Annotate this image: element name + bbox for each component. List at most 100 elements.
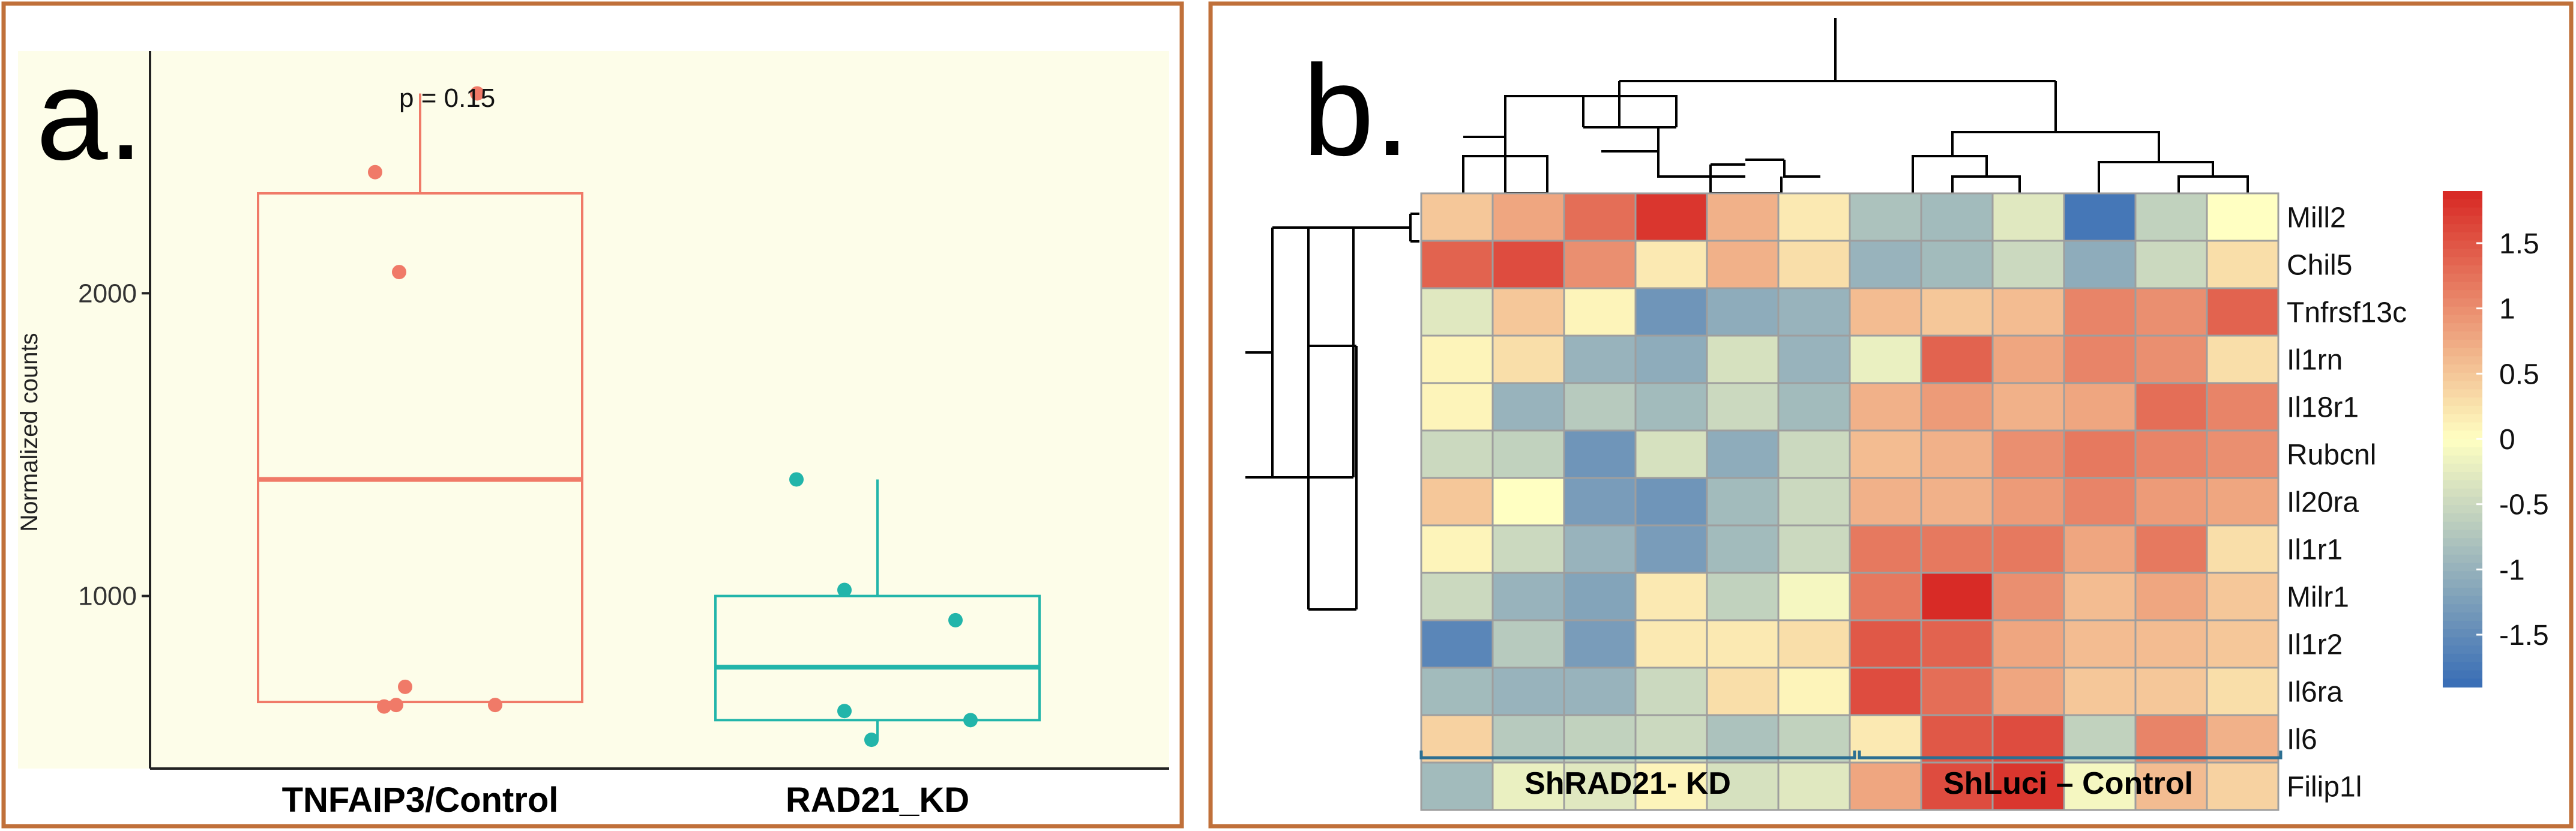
heatmap-cell — [1920, 382, 1994, 432]
heatmap-cell — [1491, 761, 1565, 811]
column-dendrogram — [1462, 18, 2249, 195]
colorbar-segment — [2443, 455, 2482, 465]
heatmap-cell — [2206, 287, 2280, 337]
colorbar-segment — [2443, 315, 2482, 324]
data-point — [470, 86, 484, 101]
colorbar-tick-label: 1.5 — [2499, 228, 2539, 260]
colorbar-segment — [2443, 653, 2482, 663]
colorbar-segment — [2443, 216, 2482, 225]
heatmap-cell — [2063, 714, 2137, 764]
colorbar-segment — [2443, 397, 2482, 406]
heatmap-cell — [2063, 287, 2137, 337]
colorbar-segment — [2443, 530, 2482, 539]
heatmap-cell — [1420, 334, 1494, 384]
heatmap-cell — [1706, 714, 1780, 764]
heatmap-cell — [1563, 287, 1637, 337]
row-label: Il6ra — [2287, 677, 2343, 709]
heatmap-cell — [2063, 666, 2137, 716]
colorbar-segment — [2443, 587, 2482, 597]
row-label: Rubcnl — [2287, 440, 2376, 471]
colorbar-segment — [2443, 240, 2482, 250]
heatmap-cell — [1991, 761, 2065, 811]
data-point — [837, 582, 852, 597]
colorbar-segment — [2443, 389, 2482, 399]
colorbar-segment — [2443, 662, 2482, 671]
x-category-label: TNFAIP3/Control — [282, 781, 559, 820]
heatmap-cell — [1920, 524, 1994, 574]
panel-a-label: a. — [36, 42, 143, 187]
data-point — [789, 472, 804, 487]
heatmap-cell — [1991, 287, 2065, 337]
heatmap-cell — [2206, 240, 2280, 289]
heatmap-cell — [1634, 240, 1708, 289]
heatmap-cell — [2206, 714, 2280, 764]
data-point — [864, 733, 879, 748]
heatmap-cell — [1920, 477, 1994, 527]
data-point — [837, 704, 852, 719]
heatmap-cell — [1777, 714, 1851, 764]
row-label: Il1r2 — [2287, 629, 2343, 661]
colorbar-segment — [2443, 306, 2482, 316]
heatmap-cell — [1920, 714, 1994, 764]
heatmap-cell — [2134, 666, 2208, 716]
heatmap-cell — [1491, 192, 1565, 242]
heatmap-cell — [1634, 524, 1708, 574]
row-label: Mill2 — [2287, 202, 2346, 234]
heatmap-cell — [1491, 429, 1565, 479]
heatmap-cell — [1777, 240, 1851, 289]
colorbar-tick-label: -0.5 — [2499, 489, 2549, 521]
heatmap-cell — [1706, 334, 1780, 384]
heatmap-cell — [2063, 619, 2137, 669]
heatmap-cell — [1991, 382, 2065, 432]
heatmap-cell — [1491, 524, 1565, 574]
heatmap-cell — [1849, 524, 1922, 574]
heatmap-cell — [2063, 192, 2137, 242]
colorbar-segment — [2443, 232, 2482, 241]
heatmap-cell — [1491, 714, 1565, 764]
heatmap-cell — [1420, 619, 1494, 669]
data-point — [377, 699, 391, 714]
box-plot-background — [18, 51, 1169, 769]
colorbar-segment — [2443, 191, 2482, 200]
colorbar-tick-label: -1 — [2499, 554, 2525, 586]
data-point — [948, 612, 963, 627]
heatmap-cell — [2206, 192, 2280, 242]
heatmap-cell — [1420, 714, 1494, 764]
heatmap-cell — [1491, 240, 1565, 289]
heatmap-cell — [2063, 429, 2137, 479]
data-point — [392, 265, 406, 280]
data-point — [398, 679, 412, 694]
heatmap-cell — [2134, 334, 2208, 384]
heatmap-cell — [2134, 240, 2208, 289]
colorbar-segment — [2443, 207, 2482, 217]
heatmap-cell — [1563, 192, 1637, 242]
heatmap-cell — [1563, 524, 1637, 574]
colorbar-segment — [2443, 670, 2482, 680]
heatmap-cell — [1491, 382, 1565, 432]
heatmap-grid — [1420, 192, 2280, 811]
row-label: Il18r1 — [2287, 392, 2359, 424]
heatmap-cell — [2063, 334, 2137, 384]
heatmap-cell — [1563, 714, 1637, 764]
colorbar-segment — [2443, 372, 2482, 382]
colorbar-segment — [2443, 265, 2482, 274]
heatmap-cell — [1563, 666, 1637, 716]
colorbar-segment — [2443, 273, 2482, 283]
heatmap-cell — [1920, 334, 1994, 384]
heatmap-cell — [1491, 334, 1565, 384]
heatmap-cell — [1634, 477, 1708, 527]
heatmap-cell — [2063, 240, 2137, 289]
row-label: Tnfrsf13c — [2287, 297, 2407, 329]
colorbar-segment — [2443, 224, 2482, 233]
heatmap-cell — [1777, 192, 1851, 242]
heatmap-cell — [1849, 287, 1922, 337]
colorbar-segment — [2443, 414, 2482, 423]
row-label: Milr1 — [2287, 582, 2349, 614]
colorbar-segment — [2443, 505, 2482, 514]
heatmap-cell — [1777, 572, 1851, 621]
heatmap-cell — [1420, 240, 1494, 289]
data-point — [389, 698, 403, 713]
heatmap-cell — [1991, 192, 2065, 242]
heatmap-cell — [1849, 334, 1922, 384]
